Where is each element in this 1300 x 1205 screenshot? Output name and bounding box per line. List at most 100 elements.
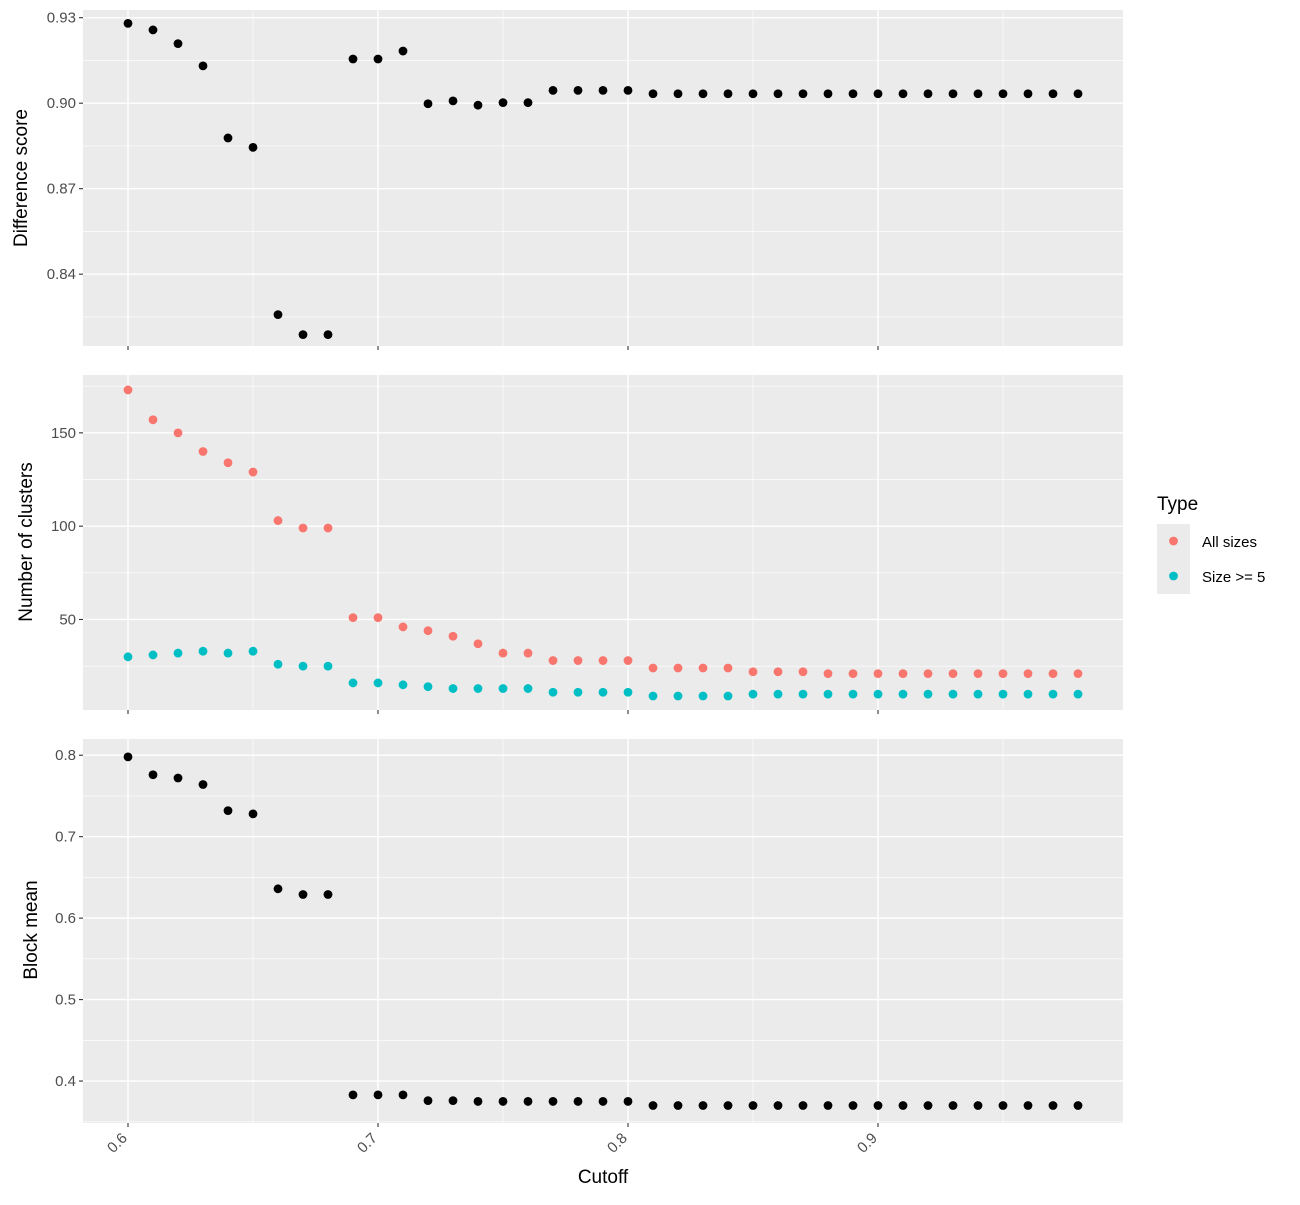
data-point: [248, 809, 258, 819]
data-point: [1073, 669, 1083, 679]
panel-background: [83, 10, 1123, 346]
data-point: [198, 780, 208, 789]
data-point: [223, 133, 233, 143]
data-point: [523, 98, 533, 108]
data-point: [148, 25, 158, 35]
data-point: [623, 1097, 633, 1106]
data-point: [548, 656, 558, 665]
data-point: [598, 656, 608, 665]
data-point: [373, 54, 383, 64]
data-point: [298, 661, 308, 671]
data-point: [423, 626, 433, 636]
data-point: [823, 669, 833, 679]
data-point: [723, 691, 733, 701]
data-point: [873, 89, 883, 99]
legend-label-size5: Size >= 5: [1202, 569, 1265, 586]
data-point: [998, 669, 1008, 679]
data-point: [273, 516, 283, 525]
data-point: [473, 1097, 483, 1106]
data-point: [1023, 89, 1033, 99]
data-point: [773, 89, 783, 99]
data-point: [198, 61, 208, 71]
data-point: [873, 1101, 883, 1110]
data-point: [1048, 89, 1058, 99]
data-point: [473, 639, 483, 649]
data-point: [973, 89, 983, 99]
data-point: [448, 1096, 458, 1105]
data-point: [923, 89, 933, 99]
data-point: [648, 691, 658, 701]
data-point: [698, 89, 708, 99]
data-point: [173, 428, 183, 438]
data-point: [248, 646, 258, 656]
y-tick-label: 50: [59, 611, 76, 628]
data-point: [973, 669, 983, 679]
y-tick-label: 0.8: [55, 747, 76, 764]
data-point: [573, 656, 583, 665]
data-point: [648, 1101, 658, 1110]
data-point: [298, 330, 308, 340]
data-point: [723, 89, 733, 99]
data-point: [523, 1097, 533, 1106]
data-point: [148, 770, 158, 780]
legend: Type All sizes Size >= 5: [1157, 494, 1265, 594]
panels-layer: 0.84 0.87 0.90 0.93 Difference score 50 100 150…: [11, 10, 1123, 1127]
data-point: [723, 663, 733, 673]
data-point: [673, 89, 683, 99]
data-point: [173, 39, 183, 49]
data-point: [548, 687, 558, 697]
data-point: [748, 667, 758, 677]
legend-label-all-sizes: All sizes: [1202, 534, 1257, 551]
data-point: [498, 648, 508, 658]
data-point: [398, 622, 408, 632]
data-point: [1023, 669, 1033, 679]
data-point: [623, 687, 633, 697]
data-point: [973, 689, 983, 699]
data-point: [898, 89, 908, 99]
data-point: [598, 1097, 608, 1106]
data-point: [248, 142, 258, 152]
data-point: [323, 661, 333, 671]
panel-1: 0.84 0.87 0.90 0.93 Difference score: [11, 10, 1123, 350]
data-point: [523, 648, 533, 658]
y-tick-label: 0.93: [47, 10, 76, 27]
data-point: [798, 1101, 808, 1110]
data-point: [1048, 689, 1058, 699]
data-point: [573, 85, 583, 95]
data-point: [573, 1097, 583, 1106]
data-point: [898, 1101, 908, 1110]
data-point: [848, 689, 858, 699]
series-1: [123, 752, 1083, 1110]
panel-3: 0.4 0.5 0.6 0.7 0.8 Block mean: [21, 739, 1123, 1127]
data-point: [673, 691, 683, 701]
data-point: [598, 687, 608, 697]
data-point: [198, 646, 208, 656]
panel-background: [83, 375, 1123, 710]
data-point: [348, 613, 358, 623]
data-point: [373, 678, 383, 688]
data-point: [848, 669, 858, 679]
data-point: [748, 89, 758, 99]
data-point: [673, 663, 683, 673]
data-point: [973, 1101, 983, 1110]
data-point: [1048, 669, 1058, 679]
legend-key-size5: [1169, 571, 1178, 581]
data-point: [498, 684, 508, 693]
data-point: [148, 650, 158, 660]
x-tick-label: 0.7: [354, 1130, 381, 1157]
data-point: [873, 689, 883, 699]
data-point: [373, 613, 383, 623]
data-point: [423, 1096, 433, 1105]
data-point: [123, 385, 133, 395]
panel-2: 50 100 150 Number of clusters: [16, 375, 1123, 714]
x-axis: 0.6 0.7 0.8 0.9: [104, 1130, 881, 1157]
data-point: [423, 99, 433, 109]
data-point: [473, 684, 483, 693]
data-point: [298, 890, 308, 899]
legend-key-all-sizes: [1169, 536, 1178, 546]
data-point: [223, 648, 233, 658]
data-point: [773, 1101, 783, 1110]
data-point: [448, 631, 458, 641]
legend-title: Type: [1157, 494, 1198, 515]
